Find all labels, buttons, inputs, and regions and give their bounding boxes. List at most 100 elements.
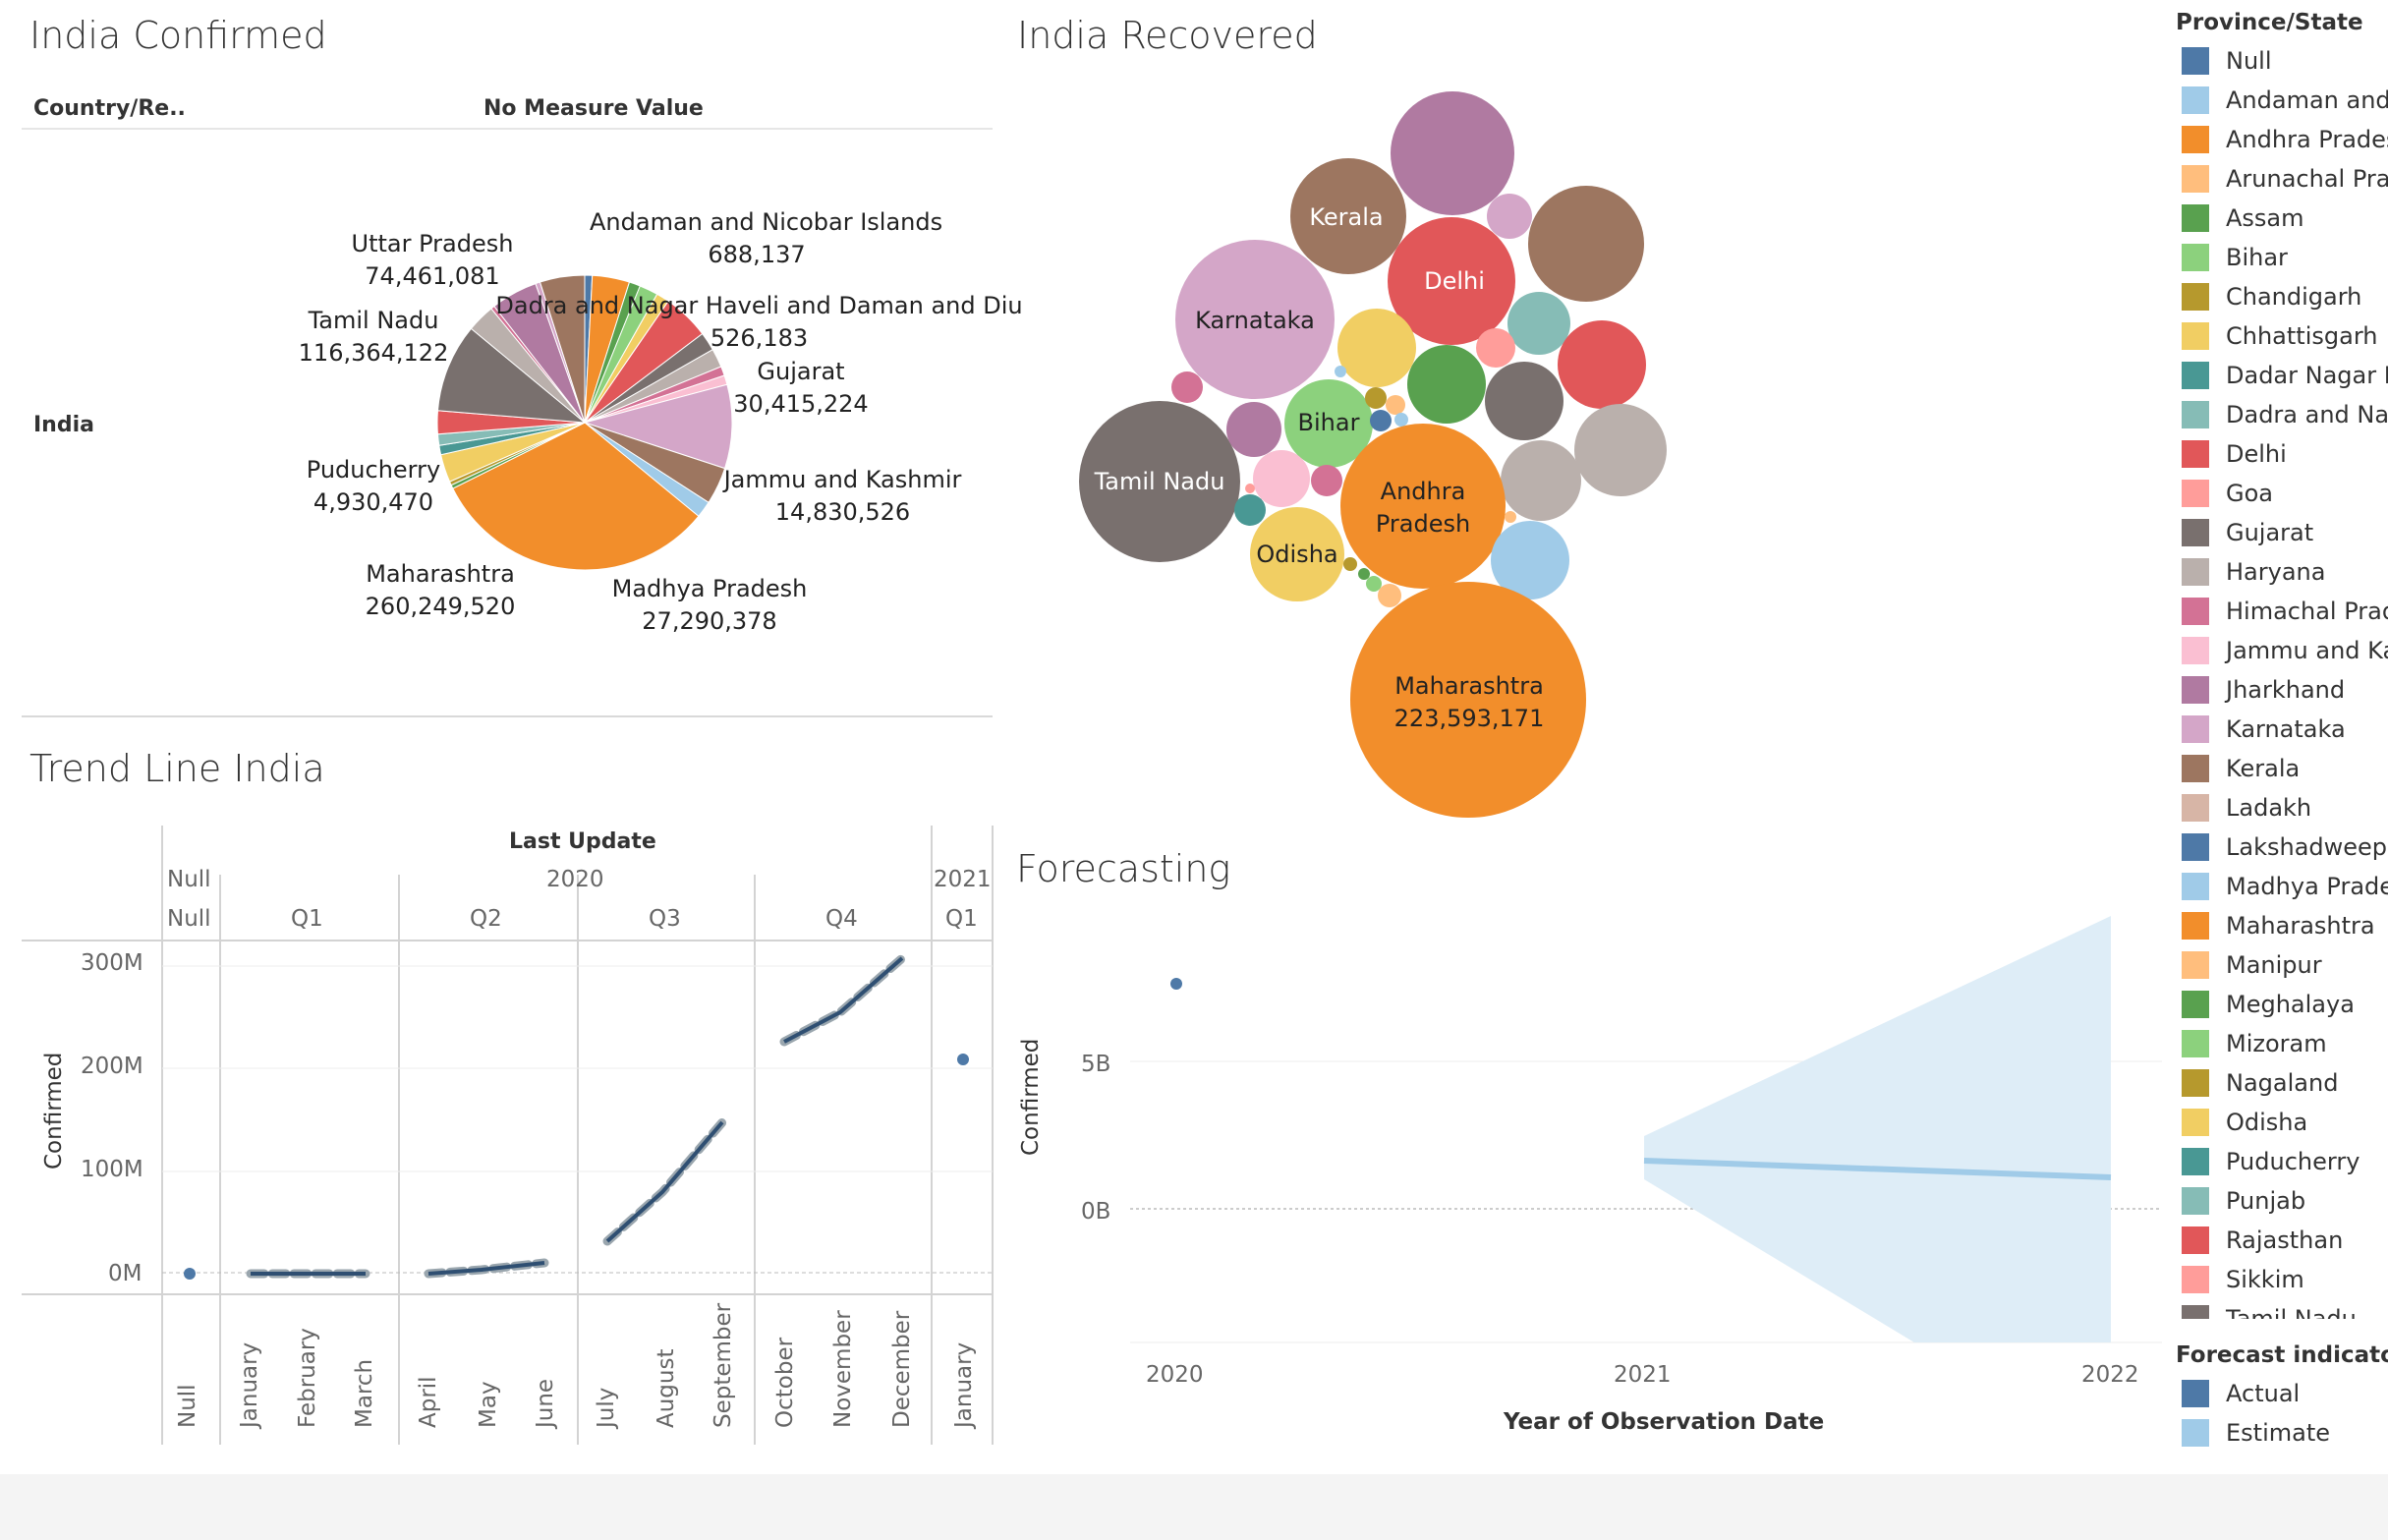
legend-item[interactable]: Maharashtra <box>2182 906 2388 945</box>
bubble[interactable] <box>1386 395 1405 415</box>
bubble[interactable] <box>1253 450 1310 507</box>
legend-item[interactable]: Kerala <box>2182 749 2388 788</box>
bubble[interactable] <box>1370 410 1392 431</box>
legend-item[interactable]: Chandigarh <box>2182 277 2388 316</box>
legend-item[interactable]: Arunachal Prad <box>2182 159 2388 199</box>
bubble[interactable] <box>1507 292 1570 355</box>
forecast-actual-point[interactable] <box>1170 978 1182 990</box>
trend-series-line[interactable] <box>605 1120 724 1243</box>
legend-item[interactable]: Gujarat <box>2182 513 2388 552</box>
legend-item[interactable]: Haryana <box>2182 552 2388 592</box>
pie-slice[interactable] <box>539 274 586 424</box>
bubble[interactable] <box>1290 158 1406 274</box>
trend-year-2021: 2021 <box>934 867 992 892</box>
legend-item[interactable]: Manipur <box>2182 945 2388 985</box>
trend-series-line[interactable] <box>427 1261 545 1276</box>
pie-slice[interactable] <box>583 383 733 470</box>
bubble[interactable] <box>1311 465 1342 496</box>
legend-item[interactable]: Rajasthan <box>2182 1221 2388 1260</box>
legend-item[interactable]: Punjab <box>2182 1181 2388 1221</box>
legend-item[interactable]: Bihar <box>2182 238 2388 277</box>
confirmed-pie[interactable] <box>0 0 1002 727</box>
bubble[interactable] <box>1501 440 1581 521</box>
legend-swatch <box>2182 126 2209 153</box>
legend-item-label: Sikkim <box>2226 1266 2304 1293</box>
trend-quarter-label: Q2 <box>470 906 502 932</box>
legend-item[interactable]: Himachal Prade <box>2182 592 2388 631</box>
legend-item-label: Jharkhand <box>2226 676 2346 704</box>
bubble[interactable] <box>1558 320 1646 409</box>
legend-item[interactable]: Ladakh <box>2182 788 2388 827</box>
forecast-estimate-line[interactable] <box>1643 1158 2112 1180</box>
legend-swatch <box>2182 873 2209 900</box>
bubble[interactable] <box>1226 402 1281 457</box>
bubble[interactable] <box>1574 404 1667 496</box>
legend-item[interactable]: Goa <box>2182 474 2388 513</box>
bubble[interactable] <box>1528 186 1644 302</box>
bubble[interactable] <box>1171 371 1203 403</box>
legend-item[interactable]: Tamil Nadu <box>2182 1299 2388 1319</box>
legend-item[interactable]: Delhi <box>2182 434 2388 474</box>
legend-item[interactable]: Chhattisgarh <box>2182 316 2388 356</box>
pie-slice[interactable] <box>452 422 700 571</box>
bubble[interactable] <box>1340 424 1506 589</box>
bubble[interactable] <box>1388 217 1515 345</box>
legend-swatch <box>2182 480 2209 507</box>
legend-item[interactable]: Dadar Nagar Ha <box>2182 356 2388 395</box>
legend-item[interactable]: Jharkhand <box>2182 670 2388 710</box>
legend-list[interactable]: Null Andaman and N Andhra Pradesh Arunachal… <box>2182 41 2388 1319</box>
bubble[interactable] <box>1337 309 1416 387</box>
legend-item[interactable]: Mizoram <box>2182 1024 2388 1063</box>
legend-item[interactable]: Jammu and Kas <box>2182 631 2388 670</box>
bubble[interactable] <box>1343 557 1357 571</box>
legend-item-label: Karnataka <box>2226 715 2346 743</box>
forecast-legend-list[interactable]: Actual Estimate <box>2182 1374 2330 1453</box>
pie-label-andaman: Andaman and Nicobar Islands 688,137 <box>590 208 943 268</box>
bubble[interactable] <box>1335 366 1346 377</box>
bubble[interactable] <box>1491 521 1569 599</box>
bubble[interactable] <box>1487 194 1532 239</box>
legend-item[interactable]: Sikkim <box>2182 1260 2388 1299</box>
bubble[interactable] <box>1358 568 1370 580</box>
bubble[interactable] <box>1350 582 1586 818</box>
pie-slice[interactable] <box>436 327 587 424</box>
bubble[interactable] <box>1485 362 1564 440</box>
legend-item-estimate[interactable]: Estimate <box>2182 1413 2330 1453</box>
bubble[interactable] <box>1378 584 1401 607</box>
bubble[interactable] <box>1245 484 1255 493</box>
recovered-bubbles[interactable] <box>1022 59 1710 835</box>
bubble[interactable] <box>1365 387 1387 409</box>
trend-point[interactable] <box>957 1054 969 1065</box>
trend-point[interactable] <box>184 1268 196 1280</box>
trend-series-line[interactable] <box>783 956 904 1044</box>
trend-chart[interactable] <box>0 816 1002 1454</box>
forecast-estimate-band[interactable] <box>1644 916 2111 1342</box>
legend-item[interactable]: Andhra Pradesh <box>2182 120 2388 159</box>
trend-month-label: September <box>711 1302 736 1428</box>
legend-item[interactable]: Lakshadweep <box>2182 827 2388 867</box>
forecast-chart[interactable] <box>1022 904 2182 1454</box>
bubble[interactable] <box>1234 494 1266 526</box>
legend-item[interactable]: Odisha <box>2182 1103 2388 1142</box>
legend-item[interactable]: Assam <box>2182 199 2388 238</box>
legend-item[interactable]: Andaman and N <box>2182 81 2388 120</box>
bubble[interactable] <box>1284 379 1373 468</box>
bubble[interactable] <box>1079 401 1240 562</box>
bubble[interactable] <box>1505 511 1516 523</box>
legend-item[interactable]: Puducherry <box>2182 1142 2388 1181</box>
legend-item[interactable]: Nagaland <box>2182 1063 2388 1103</box>
legend-item[interactable]: Karnataka <box>2182 710 2388 749</box>
legend-item-actual[interactable]: Actual <box>2182 1374 2330 1413</box>
bubble[interactable] <box>1250 507 1344 601</box>
legend-item[interactable]: Null <box>2182 41 2388 81</box>
country-column-header[interactable]: Country/Re.. <box>33 96 186 121</box>
legend-item[interactable]: Dadra and Naga <box>2182 395 2388 434</box>
bubble[interactable] <box>1407 345 1486 424</box>
bubble[interactable] <box>1175 240 1335 399</box>
legend-item[interactable]: Meghalaya <box>2182 985 2388 1024</box>
bubble[interactable] <box>1391 91 1514 215</box>
bubble[interactable] <box>1476 328 1515 368</box>
legend-item[interactable]: Madhya Prades <box>2182 867 2388 906</box>
bubble[interactable] <box>1366 576 1382 592</box>
bubble[interactable] <box>1394 413 1408 427</box>
